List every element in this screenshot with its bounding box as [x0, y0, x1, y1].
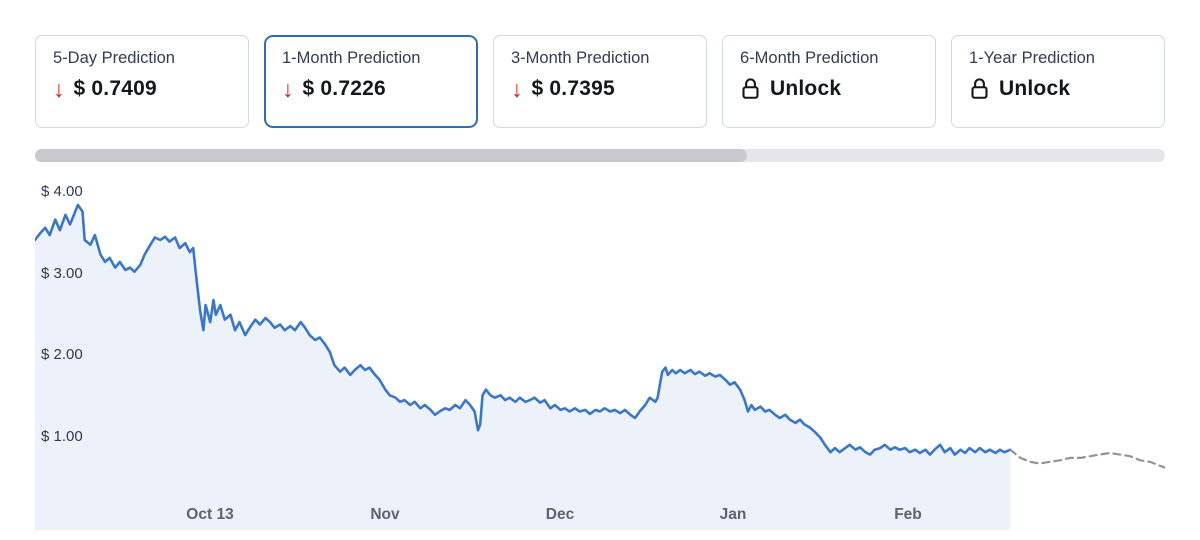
- x-axis-tick: Nov: [370, 506, 400, 523]
- lock-icon: [969, 77, 990, 101]
- x-axis-tick: Oct 13: [186, 506, 234, 523]
- prediction-card-1-year[interactable]: 1-Year Prediction Unlock: [951, 35, 1165, 128]
- unlock-label: Unlock: [999, 77, 1071, 100]
- down-arrow-icon: ↓: [53, 75, 65, 102]
- y-axis-tick: $ 1.00: [41, 428, 83, 445]
- x-axis-tick: Jan: [719, 506, 747, 523]
- y-axis-tick: $ 4.00: [41, 183, 83, 200]
- down-arrow-icon: ↓: [282, 75, 294, 102]
- prediction-card-label: 3-Month Prediction: [511, 49, 650, 67]
- y-axis-tick: $ 2.00: [41, 346, 83, 363]
- prediction-card-1-month[interactable]: 1-Month Prediction ↓ $ 0.7226: [264, 35, 478, 128]
- prediction-card-label: 1-Year Prediction: [969, 49, 1095, 67]
- prediction-card-label: 5-Day Prediction: [53, 49, 175, 67]
- prediction-card-label: 6-Month Prediction: [740, 49, 879, 67]
- prediction-value: $ 0.7409: [73, 77, 157, 100]
- price-chart-svg[interactable]: [35, 170, 1165, 530]
- lock-icon: [740, 77, 761, 101]
- prediction-card-6-month[interactable]: 6-Month Prediction Unlock: [722, 35, 936, 128]
- price-chart[interactable]: $ 4.00 $ 3.00 $ 2.00 $ 1.00 Oct 13 Nov D…: [35, 170, 1165, 530]
- x-axis-tick: Dec: [545, 506, 575, 523]
- prediction-card-label: 1-Month Prediction: [282, 49, 421, 67]
- prediction-cards-row: 5-Day Prediction ↓ $ 0.7409 1-Month Pred…: [35, 35, 1165, 128]
- prediction-card-3-month[interactable]: 3-Month Prediction ↓ $ 0.7395: [493, 35, 707, 128]
- chart-scrollbar-track[interactable]: [35, 149, 1165, 162]
- unlock-label: Unlock: [770, 77, 842, 100]
- y-axis-tick: $ 3.00: [41, 265, 83, 282]
- prediction-card-5-day[interactable]: 5-Day Prediction ↓ $ 0.7409: [35, 35, 249, 128]
- prediction-value: $ 0.7226: [302, 77, 386, 100]
- prediction-value: $ 0.7395: [531, 77, 615, 100]
- down-arrow-icon: ↓: [511, 75, 523, 102]
- x-axis-tick: Feb: [894, 506, 922, 523]
- chart-scrollbar-thumb[interactable]: [35, 149, 747, 162]
